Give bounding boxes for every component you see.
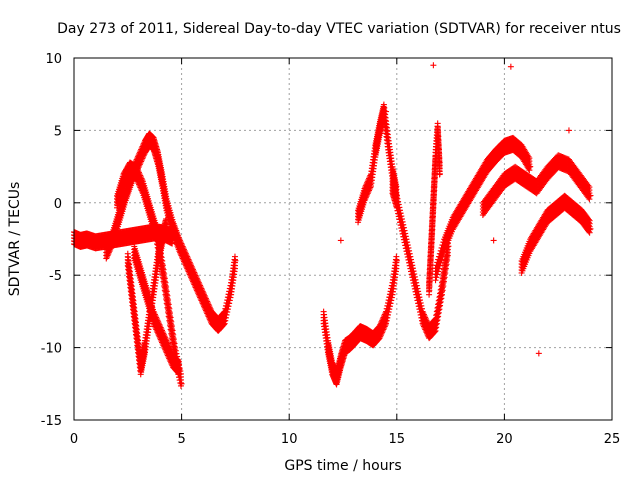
chart-title: Day 273 of 2011, Sidereal Day-to-day VTE… xyxy=(57,21,621,37)
data-point xyxy=(129,178,136,185)
data-point xyxy=(106,248,113,255)
data-point xyxy=(107,246,114,253)
data-point xyxy=(104,252,111,259)
data-point xyxy=(105,249,112,256)
data-point xyxy=(169,240,176,247)
series-band-12h-15h xyxy=(320,253,400,388)
data-point xyxy=(105,251,112,258)
data-point xyxy=(136,161,143,168)
data-point xyxy=(139,155,146,162)
data-points xyxy=(71,62,594,389)
data-point xyxy=(140,152,147,159)
data-point xyxy=(108,243,115,250)
data-point xyxy=(103,254,110,261)
data-point xyxy=(138,158,145,165)
data-point xyxy=(109,242,116,249)
data-point xyxy=(103,255,110,262)
data-point xyxy=(137,159,144,166)
series-arc-rise-3h xyxy=(103,130,239,334)
data-point xyxy=(140,154,147,161)
data-point xyxy=(107,245,114,252)
data-point xyxy=(138,157,145,164)
data-point xyxy=(432,277,439,284)
series-spike-14h xyxy=(355,101,400,226)
